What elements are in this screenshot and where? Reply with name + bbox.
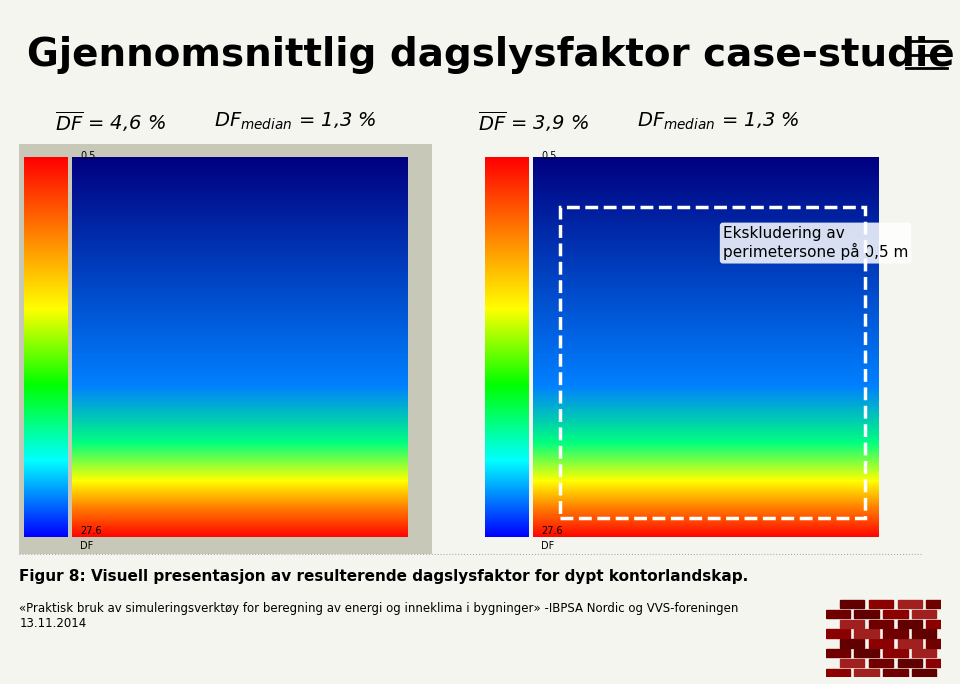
Bar [826,649,851,657]
Bar [869,620,893,628]
Bar [926,600,950,608]
Text: Figur 8: Visuell presentasjon av resulterende dagslysfaktor for dypt kontorlands: Figur 8: Visuell presentasjon av resulte… [19,569,749,583]
Bar [869,600,893,608]
Bar [912,629,937,637]
Bar [926,620,950,628]
Bar [898,659,922,668]
Bar [840,600,864,608]
Bar [869,640,893,648]
Text: 27.6: 27.6 [80,525,102,536]
Bar [826,669,851,677]
Bar [883,649,908,657]
Text: $DF_{median}$ = 1,3 %: $DF_{median}$ = 1,3 % [213,111,376,132]
Text: $\overline{DF}$ = 4,6 %: $\overline{DF}$ = 4,6 % [55,109,165,134]
Text: DF: DF [541,541,554,551]
Text: 0.5: 0.5 [80,151,96,161]
Text: «Praktisk bruk av simuleringsverktøy for beregning av energi og inneklima i bygn: «Praktisk bruk av simuleringsverktøy for… [19,603,738,631]
Bar [561,207,865,518]
Bar [912,610,937,618]
Bar [840,659,864,668]
Bar [826,629,851,637]
Text: $\overline{DF}$ = 3,9 %: $\overline{DF}$ = 3,9 % [478,109,589,134]
Bar [883,669,908,677]
Bar [926,640,950,648]
Bar [883,610,908,618]
Bar [912,649,937,657]
Text: Ekskludering av
perimetersone på 0,5 m: Ekskludering av perimetersone på 0,5 m [723,226,908,261]
Bar [898,600,922,608]
Bar [854,629,879,637]
Text: 27.6: 27.6 [541,525,563,536]
Bar [854,610,879,618]
Bar [826,610,851,618]
Bar [854,669,879,677]
Bar [912,669,937,677]
Bar [840,620,864,628]
Bar [898,620,922,628]
Bar [926,659,950,668]
Text: $DF_{median}$ = 1,3 %: $DF_{median}$ = 1,3 % [637,111,800,132]
Text: DF: DF [80,541,93,551]
Bar [883,629,908,637]
Bar [840,640,864,648]
Bar [854,649,879,657]
Bar [869,659,893,668]
Bar [898,640,922,648]
Text: Gjennomsnittlig dagslysfaktor case-studie 2: Gjennomsnittlig dagslysfaktor case-studi… [27,36,960,74]
Text: 0.5: 0.5 [541,151,557,161]
